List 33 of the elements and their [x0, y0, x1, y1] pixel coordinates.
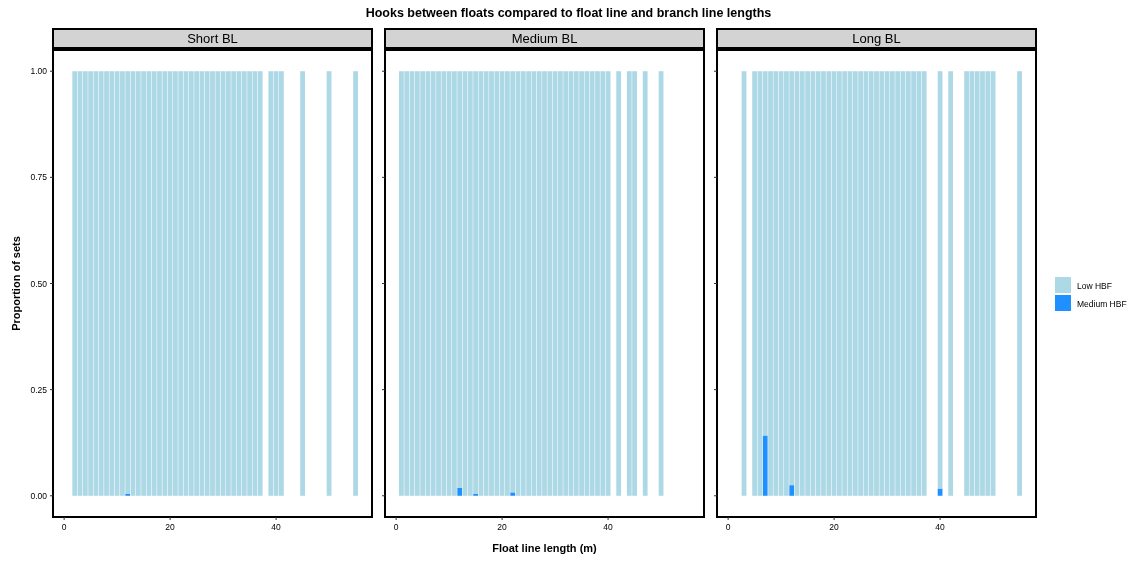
x-tick-label: 0 [725, 522, 731, 532]
bar [948, 71, 954, 496]
bar [616, 71, 622, 496]
bar [457, 487, 463, 496]
x-tick-label: 20 [165, 522, 176, 532]
bar [473, 493, 478, 496]
y-tick-label: 0.75 [30, 172, 48, 183]
x-tick-label: 40 [935, 522, 946, 532]
bar [642, 71, 648, 496]
x-axis-title: Float line length (m) [492, 542, 598, 554]
chart-title: Hooks between floats compared to float line and branch line lengths [365, 6, 772, 20]
x-tick-label: 40 [603, 522, 614, 532]
chart-subtitle: Short BL [187, 31, 238, 46]
bar [1017, 71, 1022, 496]
chart-subtitle: Medium BL [511, 31, 578, 46]
x-tick-label: 20 [829, 522, 840, 532]
bar [752, 71, 758, 496]
x-tick-label: 20 [497, 522, 508, 532]
y-tick-label: 1.00 [30, 66, 48, 77]
bar [510, 492, 516, 496]
x-tick-label: 40 [271, 522, 282, 532]
y-tick-label: 0.00 [30, 490, 48, 501]
y-tick-label: 0.25 [30, 384, 48, 395]
bar [921, 71, 927, 496]
chart-subtitle: Long BL [852, 31, 901, 46]
y-tick-label: 0.50 [30, 278, 48, 289]
bar [789, 485, 795, 496]
legend-label: Low HBF [1077, 281, 1112, 291]
x-tick-label: 0 [61, 522, 67, 532]
y-axis-title: Proportion of sets [10, 236, 22, 331]
legend-label: Medium HBF [1077, 299, 1127, 309]
x-tick-label: 0 [393, 522, 399, 532]
bar [762, 435, 768, 496]
